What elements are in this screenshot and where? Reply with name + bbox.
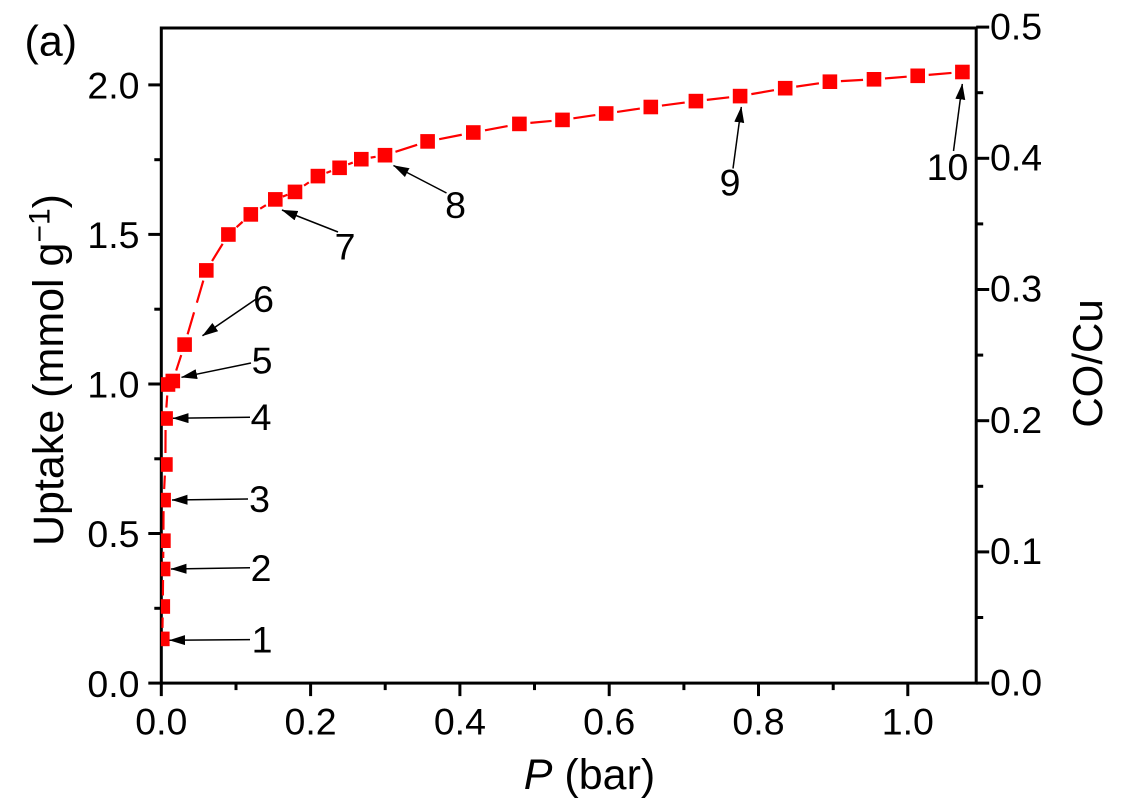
svg-text:0.0: 0.0 [990, 661, 1042, 703]
svg-text:0.6: 0.6 [583, 700, 635, 742]
svg-text:0.0: 0.0 [135, 700, 187, 742]
svg-text:Uptake (mmol g−1): Uptake (mmol g−1) [24, 194, 74, 546]
svg-text:0.5: 0.5 [990, 5, 1042, 47]
svg-text:10: 10 [927, 146, 969, 188]
svg-text:3: 3 [249, 478, 270, 520]
svg-text:0.2: 0.2 [285, 700, 337, 742]
svg-text:0.0: 0.0 [87, 663, 139, 705]
svg-text:5: 5 [252, 340, 273, 382]
svg-text:8: 8 [445, 184, 466, 226]
svg-text:1.0: 1.0 [87, 364, 139, 406]
svg-text:0.4: 0.4 [434, 700, 486, 742]
svg-text:6: 6 [253, 278, 274, 320]
svg-text:9: 9 [720, 162, 741, 204]
svg-text:0.8: 0.8 [732, 700, 784, 742]
svg-text:1: 1 [252, 619, 273, 661]
svg-text:0.5: 0.5 [87, 513, 139, 555]
svg-text:0.2: 0.2 [990, 399, 1042, 441]
svg-text:7: 7 [335, 226, 356, 268]
svg-text:2: 2 [251, 547, 272, 589]
svg-text:0.1: 0.1 [990, 530, 1042, 572]
svg-text:2.0: 2.0 [87, 65, 139, 107]
svg-text:CO/Cu: CO/Cu [1064, 299, 1111, 427]
svg-text:P (bar): P (bar) [524, 751, 655, 799]
svg-text:0.3: 0.3 [990, 268, 1042, 310]
svg-text:(a): (a) [25, 18, 78, 66]
svg-text:4: 4 [251, 396, 272, 438]
svg-text:1.0: 1.0 [882, 700, 934, 742]
svg-text:1.5: 1.5 [87, 214, 139, 256]
svg-text:0.4: 0.4 [990, 137, 1042, 179]
